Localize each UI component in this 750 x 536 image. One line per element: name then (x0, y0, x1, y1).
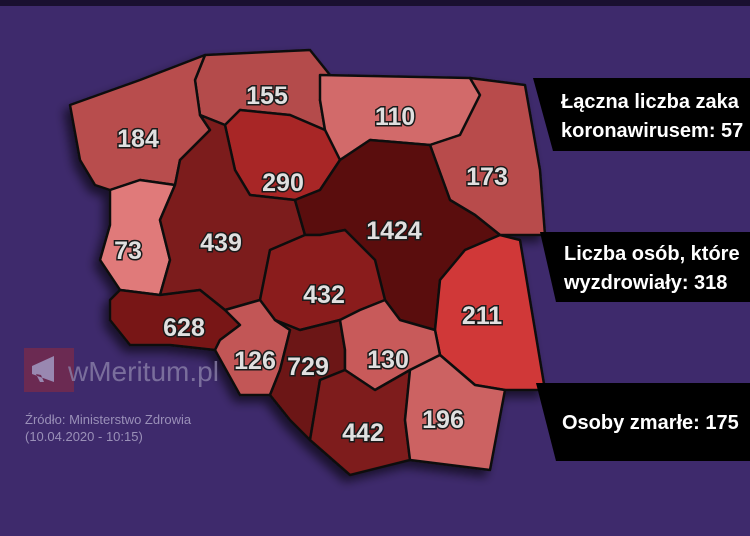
deaths-line: Osoby zmarłe: 175 (562, 412, 739, 434)
region-value-lodzkie: 432 (303, 281, 345, 309)
megaphone-icon (24, 348, 74, 392)
source-line: Źródło: Ministerstwo Zdrowia (25, 412, 192, 427)
region-value-dolnoslaskie: 628 (163, 314, 205, 342)
region-value-zachodniopomorskie: 184 (117, 125, 159, 153)
total-cases-line2: koronawirusem: 57 (561, 120, 744, 142)
top-bar (0, 0, 750, 6)
total-cases-box: Łączna liczba zaka koronawirusem: 57 (533, 78, 750, 151)
region-value-kujawsko-pomorskie: 290 (262, 169, 304, 197)
recovered-box: Liczba osób, które wyzdrowiały: 318 (540, 232, 750, 302)
region-value-mazowieckie: 1424 (366, 217, 422, 245)
recovered-line2: wyzdrowiały: 318 (564, 272, 728, 294)
region-value-swietokrzyskie: 130 (367, 346, 409, 374)
region-value-slaskie: 729 (287, 353, 329, 381)
source-note: Źródło: Ministerstwo Zdrowia (10.04.2020… (25, 411, 191, 445)
region-value-podlaskie: 173 (466, 163, 508, 191)
region-value-pomorskie: 155 (246, 82, 288, 110)
deaths-box: Osoby zmarłe: 175 (536, 383, 750, 461)
region-value-lubelskie: 211 (462, 302, 502, 330)
region-podkarpackie (403, 353, 507, 472)
region-value-podkarpackie: 196 (422, 406, 464, 434)
region-value-warminsko-mazurskie: 110 (375, 103, 415, 131)
total-cases-line1: Łączna liczba zaka (561, 91, 739, 113)
watermark-text: wMeritum.pl (68, 356, 219, 387)
region-value-malopolskie: 442 (342, 419, 384, 447)
source-date: (10.04.2020 - 10:15) (25, 429, 143, 444)
region-value-opolskie: 126 (234, 347, 276, 375)
recovered-line1: Liczba osób, które (564, 243, 740, 265)
region-value-wielkopolskie: 439 (200, 229, 242, 257)
region-value-lubuskie: 73 (114, 237, 142, 265)
